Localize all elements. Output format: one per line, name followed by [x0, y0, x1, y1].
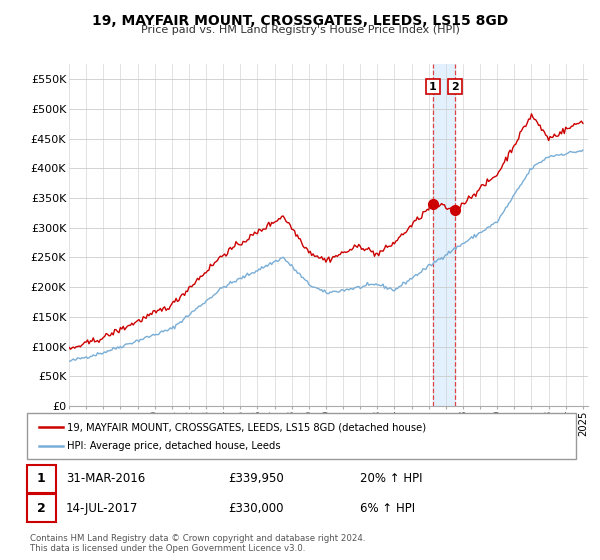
Text: 6% ↑ HPI: 6% ↑ HPI	[360, 502, 415, 515]
Text: £339,950: £339,950	[228, 472, 284, 486]
Text: HPI: Average price, detached house, Leeds: HPI: Average price, detached house, Leed…	[67, 441, 281, 451]
Text: 1: 1	[429, 82, 437, 92]
Text: 14-JUL-2017: 14-JUL-2017	[66, 502, 139, 515]
Text: 19, MAYFAIR MOUNT, CROSSGATES, LEEDS, LS15 8GD (detached house): 19, MAYFAIR MOUNT, CROSSGATES, LEEDS, LS…	[67, 422, 427, 432]
Text: 19, MAYFAIR MOUNT, CROSSGATES, LEEDS, LS15 8GD: 19, MAYFAIR MOUNT, CROSSGATES, LEEDS, LS…	[92, 14, 508, 28]
Text: 20% ↑ HPI: 20% ↑ HPI	[360, 472, 422, 486]
Text: 31-MAR-2016: 31-MAR-2016	[66, 472, 145, 486]
Text: Contains HM Land Registry data © Crown copyright and database right 2024.
This d: Contains HM Land Registry data © Crown c…	[30, 534, 365, 553]
Bar	[433, 64, 455, 406]
Text: 1: 1	[37, 472, 46, 486]
Text: 2: 2	[37, 502, 46, 515]
Text: 2: 2	[451, 82, 459, 92]
Text: Price paid vs. HM Land Registry's House Price Index (HPI): Price paid vs. HM Land Registry's House …	[140, 25, 460, 35]
Text: £330,000: £330,000	[228, 502, 284, 515]
